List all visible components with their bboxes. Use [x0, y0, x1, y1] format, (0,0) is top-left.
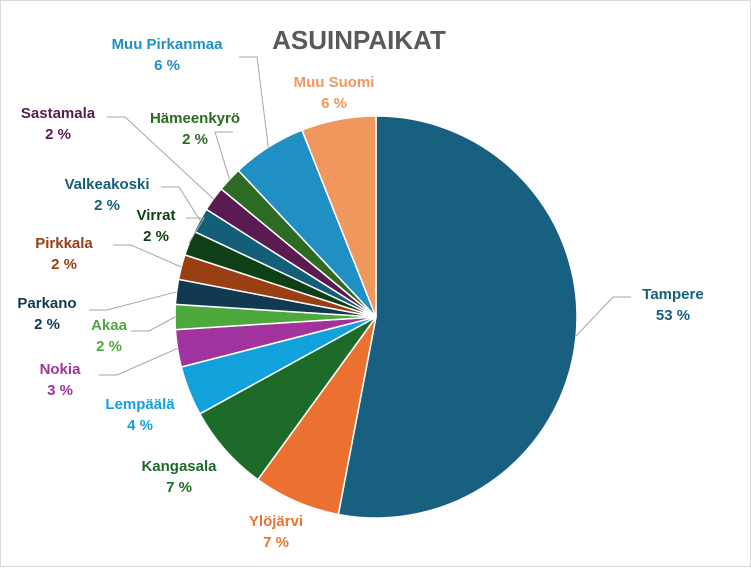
data-label-name: Valkeakoski	[64, 176, 149, 193]
data-label-name: Tampere	[642, 286, 703, 303]
leader-line	[575, 296, 631, 337]
data-label-name: Virrat	[137, 207, 176, 224]
data-label-value: 2 %	[143, 228, 169, 245]
data-label-name: Kangasala	[141, 458, 217, 475]
data-label-name: Nokia	[40, 361, 82, 378]
leader-line	[214, 131, 233, 180]
data-label-name: Akaa	[91, 317, 128, 334]
data-label-value: 3 %	[47, 382, 73, 399]
data-label-value: 2 %	[45, 126, 71, 143]
data-label-value: 7 %	[166, 479, 192, 496]
chart-title: ASUINPAIKAT	[272, 25, 446, 55]
data-label-value: 2 %	[96, 338, 122, 355]
leader-line	[186, 217, 205, 244]
pie-slice-tampere	[337, 115, 578, 519]
data-label-name: Parkano	[17, 295, 76, 312]
data-label-value: 6 %	[321, 95, 347, 112]
data-label-value: 7 %	[263, 534, 289, 551]
leader-line	[131, 316, 176, 332]
leader-line	[239, 56, 269, 148]
data-label-name: Muu Pirkanmaa	[112, 36, 224, 53]
leader-line	[113, 244, 182, 268]
leader-lines	[89, 56, 631, 376]
data-labels: Tampere 53 % Ylöjärvi 7 % Kangasala 7 % Lempää…	[17, 36, 703, 551]
data-label-value: 4 %	[127, 417, 153, 434]
data-label-value: 2 %	[34, 316, 60, 333]
data-label-value: 2 %	[51, 256, 77, 273]
pie-slice-muu-suomi	[301, 115, 377, 318]
leader-line	[99, 347, 178, 376]
data-label-name: Hämeenkyrö	[150, 110, 240, 127]
data-label-value: 53 %	[656, 307, 690, 324]
pie-slices	[174, 115, 578, 519]
data-label-value: 2 %	[182, 131, 208, 148]
data-label-value: 2 %	[94, 197, 120, 214]
data-label-name: Ylöjärvi	[249, 513, 303, 530]
leader-line	[107, 116, 214, 200]
data-label-name: Pirkkala	[35, 235, 93, 252]
data-label-value: 6 %	[154, 57, 180, 74]
data-label-name: Sastamala	[21, 105, 96, 122]
leader-line	[161, 186, 201, 221]
data-label-name: Lempäälä	[105, 396, 175, 413]
leader-line	[89, 291, 177, 311]
data-label-name: Muu Suomi	[294, 74, 375, 91]
